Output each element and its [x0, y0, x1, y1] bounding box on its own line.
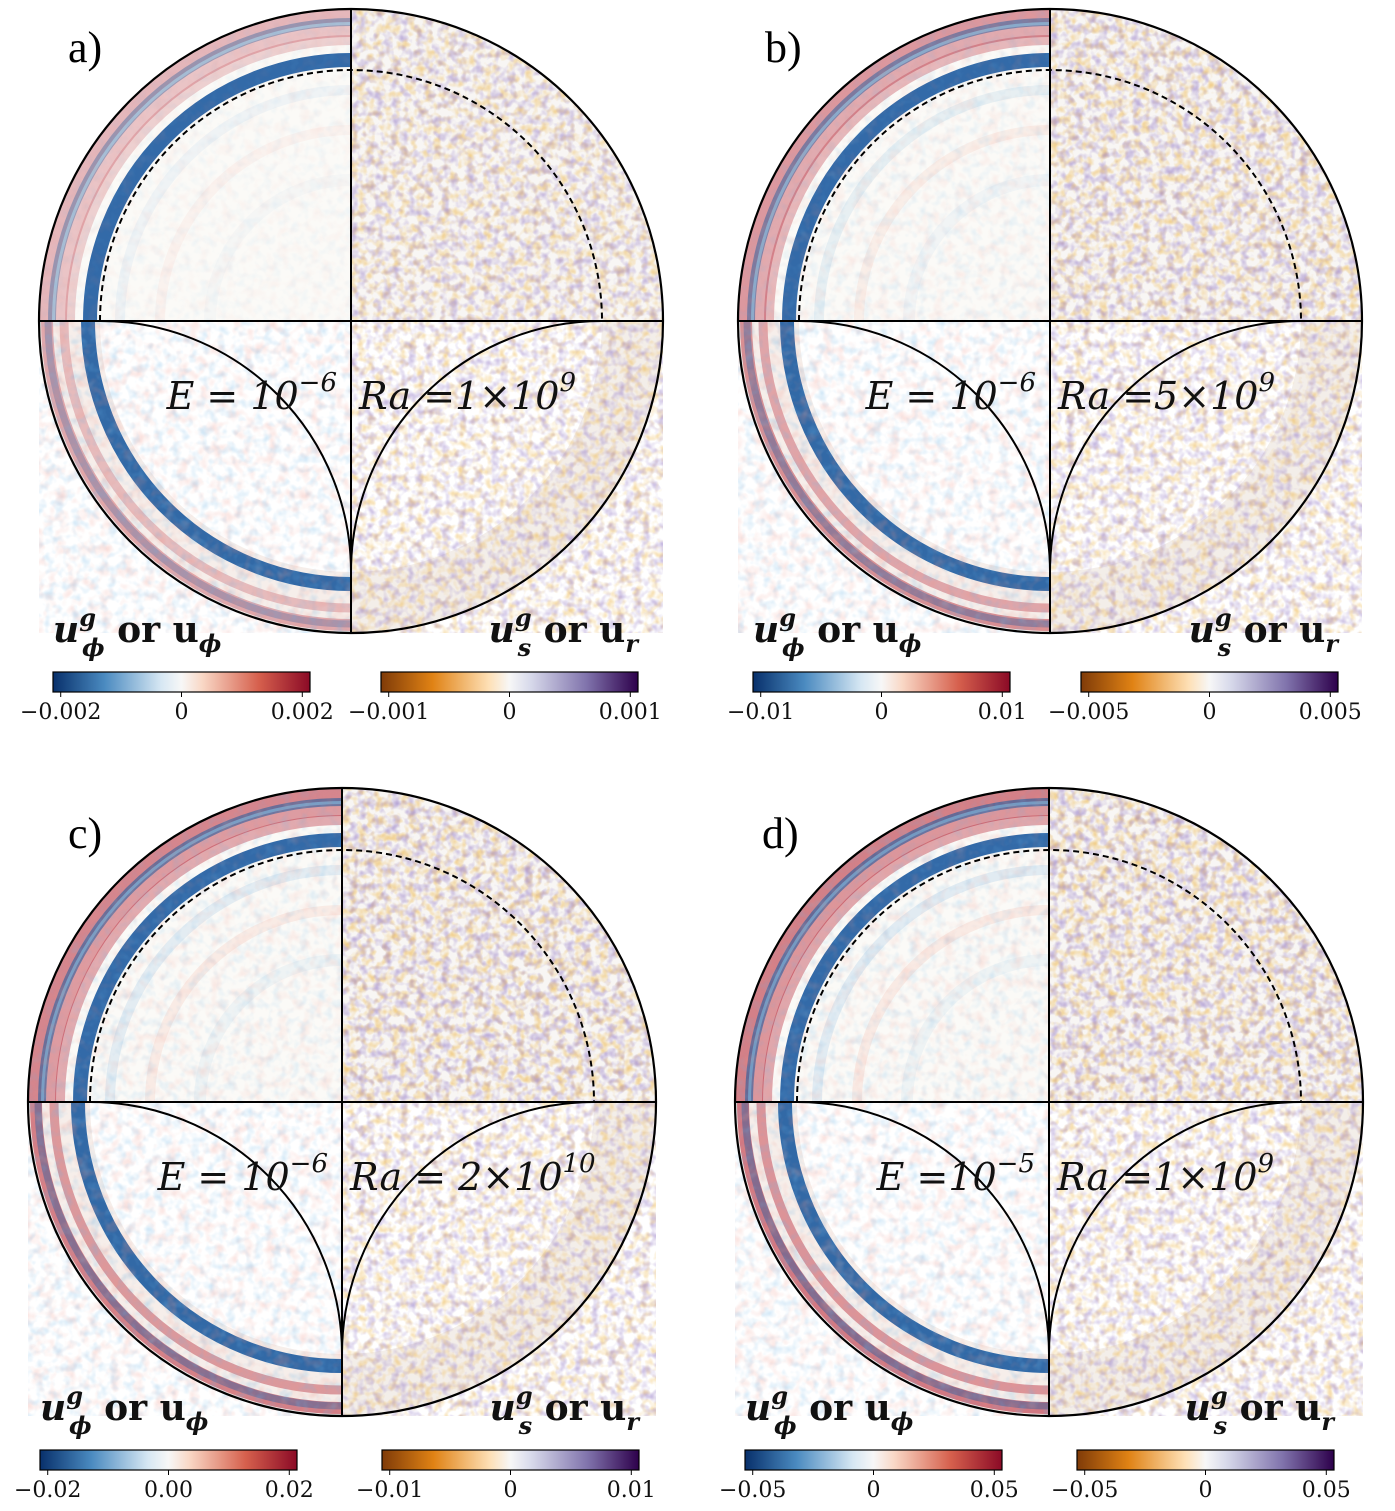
colorbar-tick-label: −0.01	[727, 700, 794, 725]
shell-bottom-left	[735, 1101, 1050, 1416]
colorbar-tick-label: −0.05	[1051, 1478, 1118, 1503]
ekman-label: E = 10−6	[865, 368, 1036, 418]
panel-letter: c)	[68, 809, 102, 858]
inner-boundary-right	[1048, 1101, 1302, 1355]
inner-boundary-right	[341, 1101, 595, 1355]
colorbar-tick-label: −0.001	[348, 700, 429, 725]
colorbar-label: ug s or ur	[489, 603, 641, 662]
colorbar-gradient	[39, 1449, 298, 1471]
panel-letter: d)	[762, 809, 799, 858]
inner-boundary-right	[350, 320, 603, 573]
rayleigh-label: Ra =1×109	[1056, 1149, 1274, 1199]
colorbar-ur: ug s or ur −0.01 0 0.01	[356, 1381, 656, 1503]
quadrant-top-right	[1049, 788, 1363, 1102]
colorbar-tick-label: −0.05	[719, 1478, 786, 1503]
colorbar-uphi: ug ϕ or uϕ −0.05 0 0.05	[719, 1381, 1019, 1503]
inner-boundary-left	[796, 1101, 1050, 1355]
colorbar-uphi: ug ϕ or uϕ −0.02 0.00 0.02	[14, 1381, 314, 1503]
colorbar-tick-label: 0	[875, 700, 889, 725]
colorbar-label: ug s or ur	[1185, 1381, 1337, 1440]
ekman-label: E = 10−6	[157, 1149, 328, 1199]
quadrant-top-right	[342, 788, 656, 1102]
colorbar-gradient	[380, 671, 639, 693]
shell-bottom-left	[738, 320, 1051, 633]
quadrant-top-right	[351, 9, 663, 321]
colorbar-label: ug s or ur	[490, 1381, 642, 1440]
quadrant-top-left	[39, 9, 352, 322]
quadrant-top-right	[1050, 9, 1362, 321]
colorbar-tick-label: 0	[867, 1478, 881, 1503]
colorbar-ur: ug s or ur −0.001 0 0.001	[348, 603, 662, 725]
colorbar-tick-label: 0	[1199, 1478, 1213, 1503]
colorbar-tick-label: −0.01	[356, 1478, 423, 1503]
quadrant-top-left	[738, 9, 1051, 322]
colorbar-ur: ug s or ur −0.005 0 0.005	[1048, 603, 1362, 725]
rayleigh-label: Ra =1×109	[358, 368, 576, 418]
colorbar-gradient	[744, 1449, 1003, 1471]
shell-bottom-right	[1049, 1102, 1363, 1416]
colorbar-gradient	[1080, 671, 1339, 693]
panel-a: a) E = 10−6 Ra =1×109 ug ϕ or uϕ −0.002 0 0.002…	[20, 7, 665, 725]
colorbar-tick-label: 0.001	[599, 700, 662, 725]
inner-boundary-left	[89, 1101, 343, 1355]
colorbar-tick-label: −0.02	[14, 1478, 81, 1503]
inner-boundary-right	[1049, 320, 1302, 573]
shell-bottom-right	[351, 321, 663, 633]
panel-c: c) E = 10−6 Ra = 2×1010 ug ϕ or uϕ −0.02 0.00 0…	[14, 786, 658, 1503]
colorbar-tick-label: 0.02	[265, 1478, 314, 1503]
quadrant-top-left	[735, 788, 1050, 1103]
colorbar-tick-label: 0	[503, 700, 517, 725]
colorbar-tick-label: 0.00	[144, 1478, 193, 1503]
shell-bottom-right	[342, 1102, 656, 1416]
colorbar-gradient	[1076, 1449, 1335, 1471]
ekman-label: E = 10−6	[166, 368, 337, 418]
shell-bottom-left	[28, 1101, 343, 1416]
colorbar-uphi: ug ϕ or uϕ −0.002 0 0.002	[20, 603, 334, 725]
rayleigh-label: Ra =5×109	[1057, 368, 1275, 418]
panel-letter: a)	[68, 23, 102, 72]
colorbar-gradient	[752, 671, 1011, 693]
colorbar-tick-label: 0.05	[970, 1478, 1019, 1503]
colorbar-tick-label: 0.01	[978, 700, 1027, 725]
quadrant-top-left	[28, 788, 343, 1103]
colorbar-label: ug ϕ or uϕ	[53, 603, 222, 662]
colorbar-tick-label: −0.005	[1048, 700, 1129, 725]
colorbar-label: ug ϕ or uϕ	[753, 603, 922, 662]
colorbar-uphi: ug ϕ or uϕ −0.01 0 0.01	[727, 603, 1027, 725]
shell-bottom-right	[1050, 321, 1362, 633]
colorbar-tick-label: 0.002	[271, 700, 334, 725]
colorbar-tick-label: 0.01	[607, 1478, 656, 1503]
colorbar-label: ug ϕ or uϕ	[40, 1381, 209, 1440]
colorbar-ur: ug s or ur −0.05 0 0.05	[1051, 1381, 1351, 1503]
colorbar-label: ug ϕ or uϕ	[745, 1381, 914, 1440]
rayleigh-label: Ra = 2×1010	[349, 1149, 596, 1199]
colorbar-tick-label: 0	[175, 700, 189, 725]
colorbar-gradient	[381, 1449, 640, 1471]
inner-boundary-left	[99, 320, 352, 573]
colorbar-tick-label: 0	[504, 1478, 518, 1503]
colorbar-tick-label: 0.05	[1302, 1478, 1351, 1503]
colorbar-label: ug s or ur	[1189, 603, 1341, 662]
colorbar-tick-label: −0.002	[20, 700, 101, 725]
colorbar-gradient	[52, 671, 311, 693]
ekman-label: E =10−5	[876, 1149, 1035, 1199]
inner-boundary-left	[798, 320, 1051, 573]
colorbar-tick-label: 0	[1203, 700, 1217, 725]
panel-letter: b)	[765, 23, 802, 72]
shell-bottom-left	[39, 320, 352, 633]
colorbar-tick-label: 0.005	[1299, 700, 1362, 725]
